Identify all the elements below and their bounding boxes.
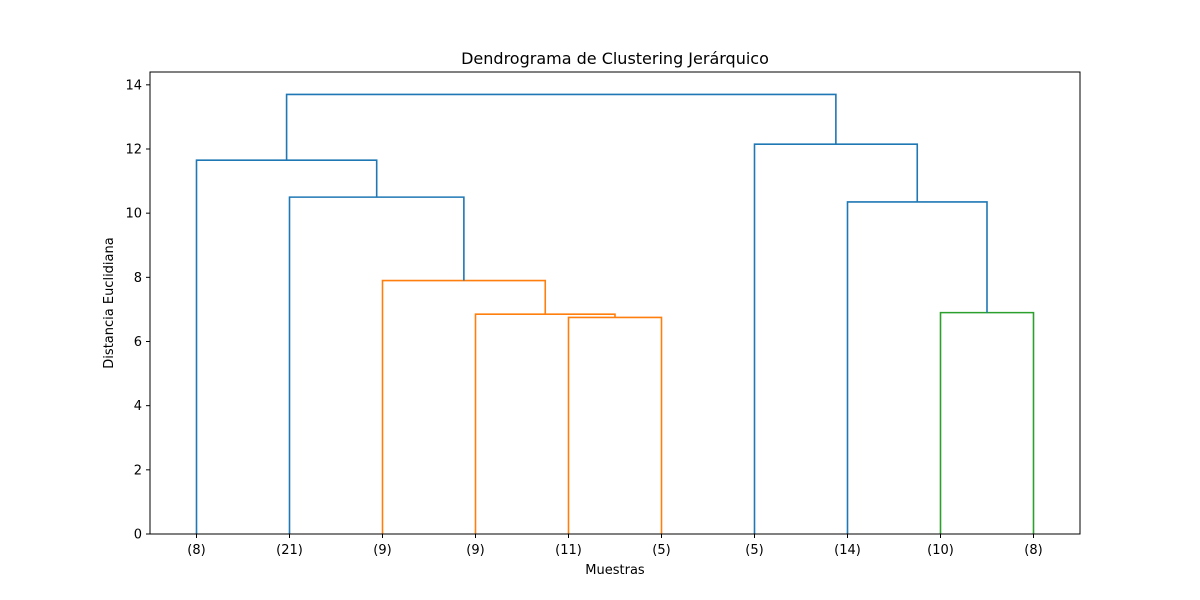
y-tick-label: 14 bbox=[125, 78, 142, 93]
y-tick-label: 4 bbox=[134, 399, 142, 414]
leaf-label: (10) bbox=[927, 543, 954, 558]
y-tick-label: 8 bbox=[134, 271, 142, 286]
y-tick-label: 6 bbox=[134, 335, 142, 350]
link-merge-14-group bbox=[846, 201, 988, 534]
leaf-label: (14) bbox=[834, 543, 861, 558]
leaf-label: (5) bbox=[745, 543, 763, 558]
link-merge-21-group bbox=[288, 196, 465, 534]
plot-frame bbox=[149, 71, 1081, 535]
x-axis-label: Muestras bbox=[585, 563, 645, 578]
leaf-label: (11) bbox=[555, 543, 582, 558]
link-merge-right-top bbox=[753, 143, 919, 534]
leaf-label: (8) bbox=[187, 543, 205, 558]
link-merge-orange-top bbox=[381, 279, 547, 534]
link-merge-9-group bbox=[474, 313, 616, 534]
link-merge-root bbox=[285, 93, 837, 161]
leaf-label: (9) bbox=[466, 543, 484, 558]
dendrogram-links bbox=[195, 93, 1035, 534]
chart-title: Dendrograma de Clustering Jerárquico bbox=[461, 49, 769, 68]
x-axis: (8) (21) (9) (9) (11) (5) (5) (14) (10) (8) bbox=[187, 534, 1043, 558]
y-axis-label: Distancia Euclidiana bbox=[102, 237, 117, 368]
leaf-label: (8) bbox=[1024, 543, 1042, 558]
leaf-label: (5) bbox=[652, 543, 670, 558]
leaf-label: (9) bbox=[373, 543, 391, 558]
link-merge-11-5 bbox=[567, 316, 663, 534]
link-merge-left-top bbox=[195, 159, 378, 534]
y-tick-label: 0 bbox=[134, 528, 142, 543]
y-tick-label: 10 bbox=[125, 207, 142, 222]
y-tick-label: 12 bbox=[125, 143, 142, 158]
link-merge-10-8 bbox=[939, 311, 1035, 534]
leaf-label: (21) bbox=[276, 543, 303, 558]
y-tick-label: 2 bbox=[134, 463, 142, 478]
y-axis: 0 2 4 6 8 10 12 14 bbox=[125, 78, 150, 543]
